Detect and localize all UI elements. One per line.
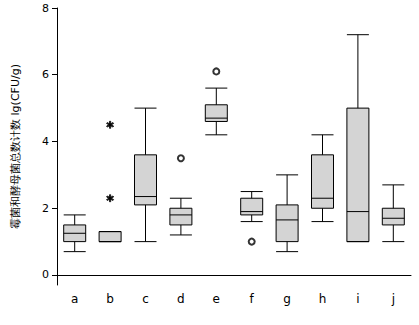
svg-text:0: 0 bbox=[42, 268, 49, 281]
svg-text:e: e bbox=[213, 292, 220, 306]
svg-text:霉菌和酵母菌总数计数 lg(CFU/g): 霉菌和酵母菌总数计数 lg(CFU/g) bbox=[9, 64, 22, 229]
svg-text:d: d bbox=[177, 292, 185, 306]
svg-text:a: a bbox=[71, 292, 78, 306]
svg-text:j: j bbox=[391, 292, 395, 306]
svg-text:b: b bbox=[106, 292, 114, 306]
svg-text:6: 6 bbox=[42, 68, 49, 81]
svg-text:4: 4 bbox=[42, 135, 49, 148]
svg-text:c: c bbox=[142, 292, 149, 306]
svg-text:f: f bbox=[250, 292, 255, 306]
svg-text:i: i bbox=[356, 292, 359, 306]
svg-text:2: 2 bbox=[42, 202, 49, 215]
svg-text:8: 8 bbox=[42, 2, 49, 15]
svg-text:h: h bbox=[319, 292, 327, 306]
svg-text:g: g bbox=[283, 292, 291, 306]
